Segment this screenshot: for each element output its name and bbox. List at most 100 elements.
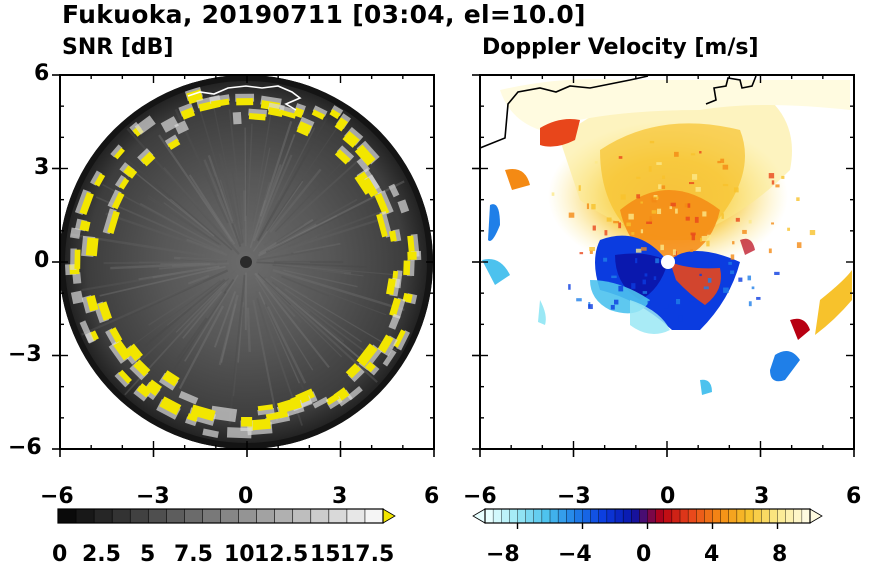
snr-texture-ray: [237, 302, 244, 363]
doppler-speckle: [676, 298, 681, 305]
snr-clutter-cell: [397, 199, 410, 214]
snr-texture-ray: [257, 273, 292, 306]
snr-texture-ray: [175, 281, 227, 333]
snr-texture-ray: [171, 262, 216, 268]
snr-texture-ray: [274, 151, 353, 232]
doppler-colorbar-cell: [671, 508, 681, 524]
snr-colorbar-cell: [111, 508, 132, 524]
doppler-colorbar-cell: [509, 508, 519, 524]
doppler-speckle: [640, 247, 647, 251]
snr-texture-ray: [256, 199, 280, 241]
snr-high-snr-cell: [361, 177, 379, 198]
doppler-colorbar-cell: [777, 508, 787, 524]
doppler-speckle: [691, 174, 698, 180]
doppler-xtick-label: −3: [557, 484, 591, 509]
snr-high-snr-cell: [277, 396, 302, 414]
snr-clutter-cell: [382, 349, 397, 367]
snr-texture-ray: [191, 288, 215, 309]
doppler-colorbar-cell: [501, 508, 511, 524]
figure-title: Fukuoka, 20190711 [03:04, el=10.0]: [62, 0, 586, 29]
snr-clutter-cell: [174, 120, 189, 135]
snr-colorbar-cell: [129, 508, 150, 524]
doppler-xtick-label: −6: [463, 484, 497, 509]
snr-clutter-cell: [160, 116, 179, 133]
snr-clutter-cell: [326, 396, 343, 410]
doppler-colorbar-cell: [801, 508, 811, 524]
snr-colorbar-cell: [166, 508, 186, 524]
snr-texture-ray: [271, 263, 412, 277]
doppler-speckle: [631, 232, 635, 235]
snr-texture-ray: [281, 275, 330, 297]
doppler-speckle: [606, 217, 612, 222]
snr-high-snr-cell: [257, 404, 274, 412]
snr-texture-ray: [219, 179, 234, 222]
doppler-colorbar-cell: [484, 508, 494, 524]
snr-texture-ray: [266, 178, 304, 232]
snr-clutter-cell: [279, 105, 299, 116]
snr-colorbar-cell: [184, 508, 204, 524]
snr-high-snr-cell: [325, 393, 340, 406]
snr-texture-ray: [173, 256, 227, 263]
snr-texture-ray: [276, 272, 387, 316]
snr-high-snr-cell: [329, 109, 341, 120]
doppler-speckle: [768, 248, 772, 254]
doppler-speckle: [690, 249, 694, 253]
doppler-speckle: [707, 234, 711, 240]
doppler-speckle: [653, 276, 657, 281]
snr-high-snr-cell: [389, 230, 397, 242]
snr-colorbar-cell: [274, 508, 294, 524]
snr-texture-ray: [264, 277, 367, 364]
doppler-speckle: [685, 216, 690, 221]
snr-texture-ray: [255, 154, 293, 238]
snr-high-snr-cell: [190, 404, 216, 422]
snr-texture-ray: [256, 261, 367, 268]
snr-texture-ray: [263, 281, 302, 324]
doppler-speckle: [748, 219, 752, 224]
snr-high-snr-cell: [112, 339, 132, 361]
doppler-colorbar-cell: [785, 508, 795, 524]
snr-texture-ray: [232, 291, 244, 397]
snr-high-snr-cell: [79, 191, 94, 216]
doppler-speckle: [689, 182, 695, 185]
snr-colorbar-cell: [57, 508, 77, 524]
snr-texture-ray: [131, 290, 216, 370]
snr-texture-ray: [246, 307, 251, 352]
doppler-speckle: [651, 210, 657, 214]
doppler-speckle: [694, 216, 699, 223]
snr-high-snr-cell: [241, 417, 253, 427]
snr-colorbar-label: 15: [310, 542, 341, 567]
doppler-speckle: [658, 184, 662, 190]
snr-high-snr-cell: [407, 251, 417, 260]
doppler-speckle: [774, 271, 780, 276]
snr-colorbar-cell: [75, 508, 95, 524]
snr-texture-ray: [252, 180, 304, 252]
snr-texture-ray: [214, 176, 242, 248]
snr-high-snr-cell: [140, 151, 156, 167]
snr-texture-ray: [186, 238, 228, 257]
snr-tick-marks: [52, 74, 435, 457]
snr-texture-ray: [276, 218, 382, 254]
doppler-speckle: [647, 300, 651, 306]
snr-texture-ray: [220, 188, 233, 222]
doppler-colorbar-cell: [606, 508, 616, 524]
snr-plot-area: [52, 74, 435, 457]
snr-colorbar-cell: [238, 508, 258, 524]
snr-texture-ray: [160, 261, 214, 265]
snr-colorbar-cell: [328, 508, 348, 524]
snr-texture-ray: [127, 159, 233, 251]
snr-texture-ray: [293, 254, 307, 258]
snr-texture-ray: [259, 236, 318, 258]
doppler-speckle: [640, 229, 644, 234]
doppler-colorbar-cell: [557, 508, 567, 524]
snr-texture-ray: [291, 243, 343, 255]
snr-colorbar-cell: [346, 508, 366, 524]
snr-texture-ray: [252, 299, 279, 422]
snr-texture-ray: [259, 120, 293, 217]
snr-clutter-cell: [388, 183, 400, 198]
snr-texture-ray: [216, 197, 237, 240]
snr-texture-ray: [293, 242, 341, 254]
snr-texture-ray: [269, 168, 322, 233]
snr-high-snr-cell: [133, 359, 151, 377]
doppler-colorbar-cell: [598, 508, 608, 524]
snr-colorbar-cell: [220, 508, 240, 524]
